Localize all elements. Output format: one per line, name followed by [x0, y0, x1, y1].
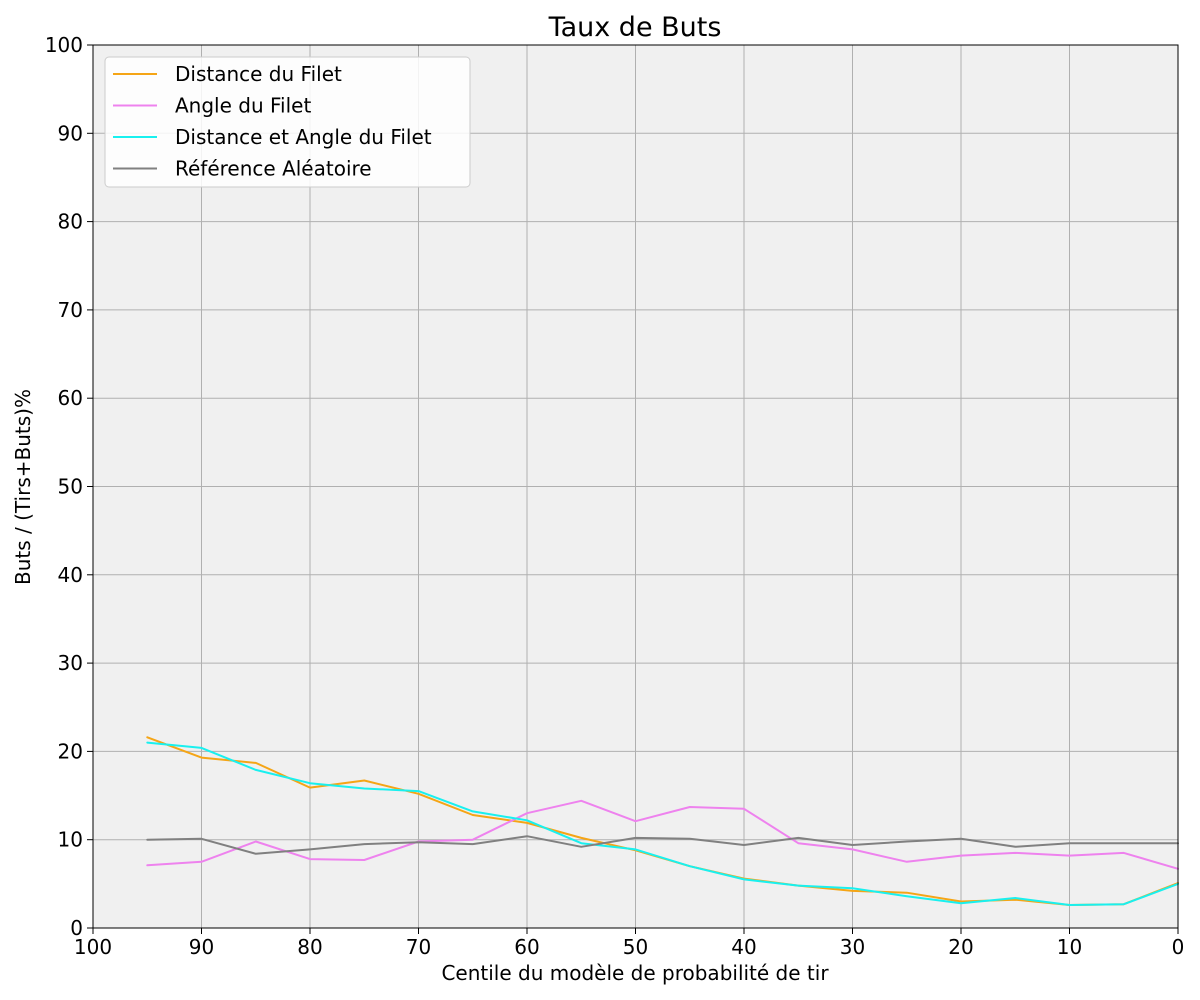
x-tick-label: 50 [623, 935, 648, 959]
x-tick-label: 10 [1057, 935, 1082, 959]
y-tick-label: 60 [58, 386, 83, 410]
y-tick-label: 70 [58, 298, 83, 322]
x-tick-label: 0 [1172, 935, 1185, 959]
legend: Distance du Filet Angle du Filet Distance … [104, 56, 471, 188]
y-tick-label: 20 [58, 739, 83, 763]
legend-label: Distance du Filet [175, 62, 342, 86]
legend-label: Référence Aléatoire [175, 157, 372, 181]
series-line-3 [146, 835, 1179, 855]
y-tick-label: 80 [58, 210, 83, 234]
x-tick-label: 20 [948, 935, 973, 959]
x-tick-label: 40 [731, 935, 756, 959]
y-tick-label: 30 [58, 651, 83, 675]
x-tick-label: 30 [840, 935, 865, 959]
y-tick-label: 100 [45, 33, 83, 57]
x-tick-label: 60 [514, 935, 539, 959]
y-tick-label: 10 [58, 828, 83, 852]
x-tick-label: 90 [189, 935, 214, 959]
y-tick-label: 40 [58, 563, 83, 587]
x-tick-label: 70 [406, 935, 431, 959]
y-tick-label: 50 [58, 475, 83, 499]
legend-label: Distance et Angle du Filet [175, 125, 432, 149]
x-tick-label: 100 [74, 935, 112, 959]
x-tick-label: 80 [297, 935, 322, 959]
series-lines [146, 736, 1179, 906]
series-line-1 [146, 799, 1179, 870]
series-line-2 [146, 741, 1179, 906]
x-axis-label: Centile du modèle de probabilité de tir [441, 961, 829, 985]
x-axis: 100 90 80 70 60 50 40 30 20 10 0 [74, 928, 1184, 959]
y-tick-label: 90 [58, 121, 83, 145]
y-axis: 0 10 20 30 40 50 60 70 80 90 100 [45, 33, 93, 940]
y-tick-label: 0 [70, 916, 83, 940]
chart-title: Taux de Buts [548, 12, 722, 43]
legend-box [104, 56, 471, 188]
legend-label: Angle du Filet [175, 94, 311, 118]
y-axis-label: Buts / (Tirs+Buts)% [11, 389, 35, 585]
